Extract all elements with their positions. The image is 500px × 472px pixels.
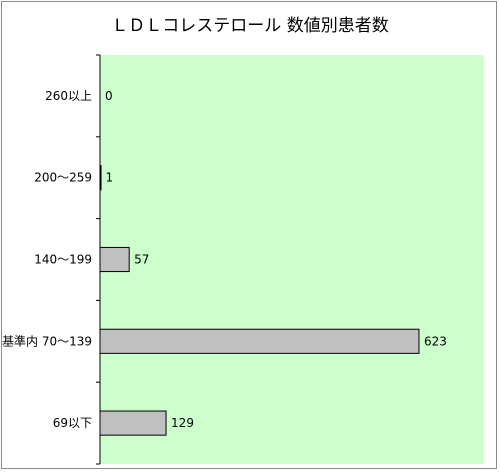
category-label: 69以下 <box>53 416 92 430</box>
bar <box>99 410 167 436</box>
value-label: 129 <box>171 416 194 430</box>
category-label: 200～259 <box>34 171 92 185</box>
value-labels: 0 1 57 623 129 <box>105 89 447 430</box>
value-label: 0 <box>105 89 113 103</box>
chart-title: ＬＤＬコレステロール 数値別患者数 <box>111 16 388 36</box>
value-label: 1 <box>106 171 114 185</box>
bar <box>99 165 102 191</box>
category-label: 基準内 70～139 <box>2 333 92 348</box>
category-label: 140～199 <box>34 253 92 267</box>
category-labels: 260以上 200～259 140～199 基準内 70～139 69以下 <box>2 89 92 430</box>
category-label: 260以上 <box>45 89 92 103</box>
value-label: 623 <box>424 334 447 348</box>
bar <box>99 246 130 273</box>
plot-area <box>100 55 484 464</box>
bars-group <box>99 165 420 436</box>
bar <box>99 328 420 354</box>
y-axis-ticks <box>96 54 100 465</box>
value-label: 57 <box>134 253 149 267</box>
